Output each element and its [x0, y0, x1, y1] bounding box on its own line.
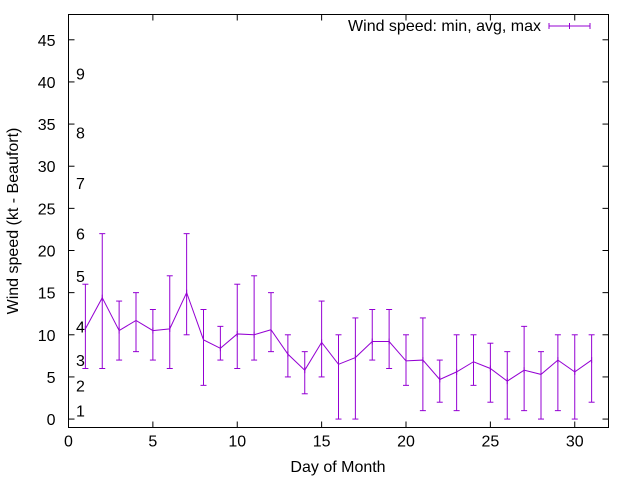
error-bar — [504, 351, 511, 420]
error-bar — [538, 351, 544, 420]
beaufort-label: 2 — [76, 378, 85, 395]
beaufort-scale-labels: 1 2 3 4 5 6 7 8 9 — [76, 67, 85, 421]
error-bar — [403, 334, 409, 386]
beaufort-label: 4 — [76, 319, 85, 336]
y-tick-label: 25 — [38, 201, 56, 218]
error-bar — [318, 300, 325, 378]
y-tick-label: 40 — [38, 75, 56, 92]
error-bar — [386, 309, 393, 369]
y-tick-label: 30 — [38, 159, 56, 176]
error-bar — [554, 334, 561, 412]
beaufort-label: 1 — [76, 404, 85, 421]
error-bar — [571, 334, 578, 420]
y-tick-label: 10 — [38, 328, 56, 345]
error-bar — [588, 334, 595, 403]
error-bar — [133, 292, 139, 353]
beaufort-label: 6 — [76, 227, 85, 244]
y-tick-label: 5 — [47, 370, 56, 387]
legend-label: Wind speed: min, avg, max — [348, 18, 541, 35]
error-bar — [234, 283, 241, 369]
legend: Wind speed: min, avg, max — [348, 18, 591, 35]
error-bar — [521, 325, 528, 412]
error-bar — [268, 292, 274, 353]
y-axis-title: Wind speed (kt - Beaufort) — [5, 128, 22, 315]
error-bar — [369, 309, 376, 361]
error-bar — [453, 334, 460, 412]
error-bar — [166, 275, 173, 369]
x-tick-label: 25 — [481, 434, 499, 451]
x-tick-label: 15 — [313, 434, 331, 451]
y-tick-label: 20 — [38, 244, 56, 261]
beaufort-label: 9 — [76, 67, 85, 84]
error-bar — [183, 233, 190, 336]
y-tick-label: 35 — [38, 117, 56, 134]
y-tick-label: 0 — [47, 412, 56, 429]
error-bar — [149, 309, 156, 361]
error-bar — [116, 300, 123, 361]
series-layer — [82, 233, 595, 420]
error-bar — [217, 325, 224, 361]
beaufort-label: 3 — [76, 353, 85, 370]
plot-frame — [68, 14, 609, 428]
error-bar — [419, 317, 426, 412]
error-bar — [284, 334, 291, 378]
error-bar — [352, 317, 359, 420]
beaufort-label: 7 — [76, 176, 85, 193]
x-tick-label: 5 — [148, 434, 157, 451]
error-bar — [251, 275, 258, 361]
error-bar — [200, 309, 207, 386]
beaufort-label: 8 — [76, 126, 85, 143]
error-bar — [335, 334, 342, 420]
error-bar — [436, 359, 443, 403]
error-bar — [99, 233, 106, 369]
x-tick-label: 0 — [64, 434, 73, 451]
legend-swatch — [548, 23, 591, 29]
error-bar — [470, 334, 477, 386]
x-tick-label: 30 — [566, 434, 584, 451]
x-axis-title: Day of Month — [290, 459, 385, 476]
y-tick-label: 15 — [38, 286, 56, 303]
x-tick-label: 20 — [397, 434, 415, 451]
beaufort-label: 5 — [76, 269, 85, 286]
error-bar — [301, 351, 308, 395]
error-bar — [82, 283, 89, 369]
y-tick-label: 45 — [38, 33, 56, 50]
error-bar — [487, 342, 494, 403]
x-tick-label: 10 — [228, 434, 246, 451]
